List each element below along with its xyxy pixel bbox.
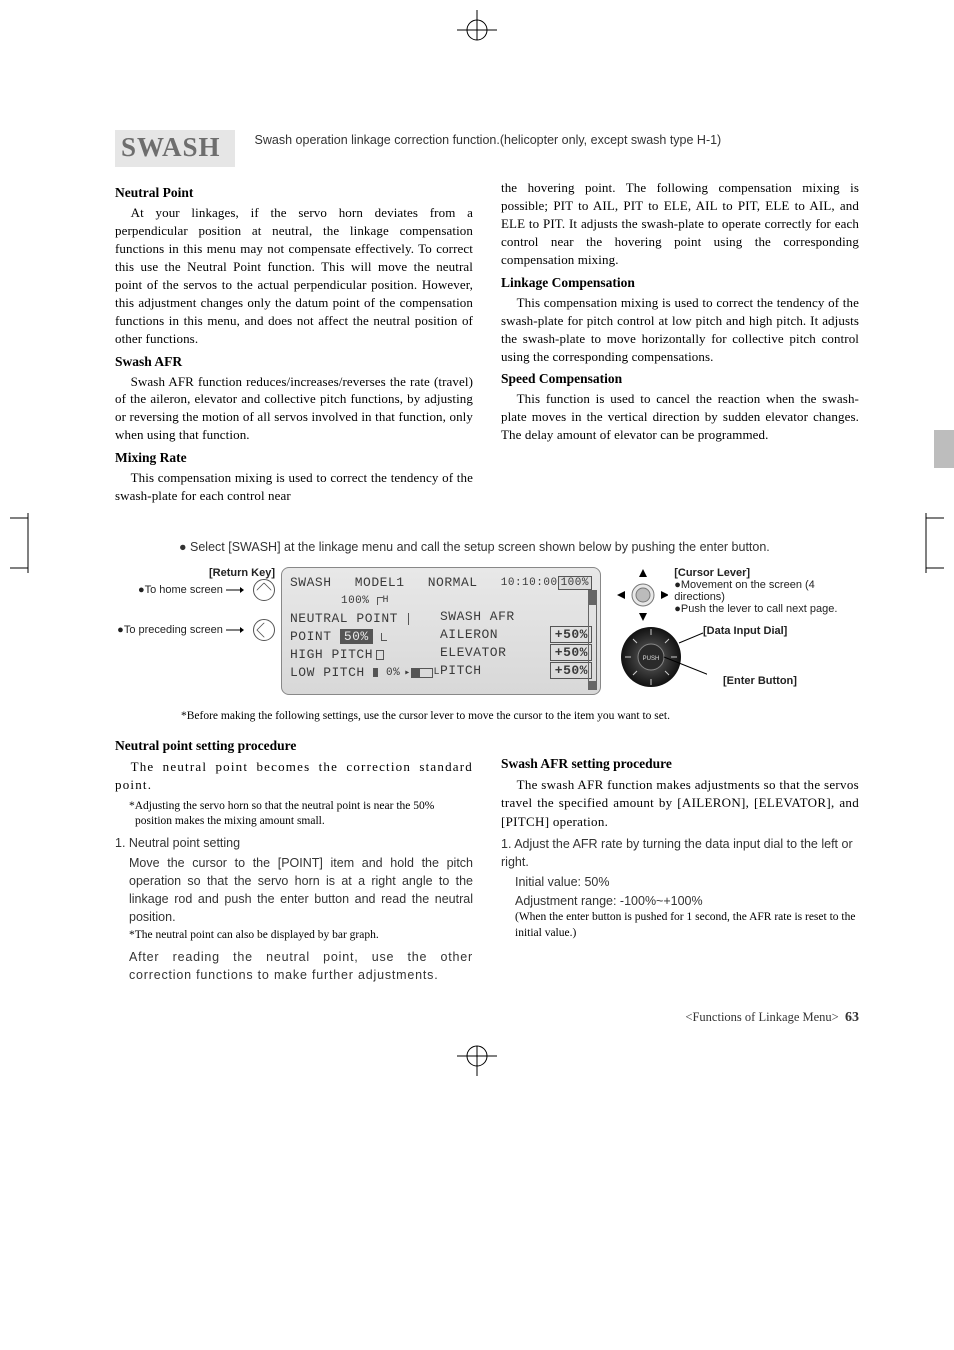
para-swash-afr: Swash AFR function reduces/increases/rev… [115,373,473,445]
label-to-home: ●To home screen [115,579,275,601]
page: SWASH Swash operation linkage correction… [0,0,954,1086]
label-cursor-sub1: ●Movement on the screen (4 directions) [674,579,815,603]
page-footer: <Functions of Linkage Menu> 63 [115,1010,859,1026]
heading-swash-afr: Swash AFR [115,354,473,370]
lcd-100pct: 100% [341,595,369,607]
para-neutral-point: At your linkages, if the servo horn devi… [115,204,473,348]
heading-neutral-proc: Neutral point setting procedure [115,738,473,754]
lcd-low-pitch: LOW PITCH [290,665,365,680]
proc-left-note1: *Adjusting the servo horn so that the ne… [129,799,473,830]
back-button-icon [253,619,275,641]
proc-left-p1: The neutral point becomes the correction… [115,758,473,794]
right-callouts: [Cursor Lever] ●Movement on the screen (… [607,567,859,693]
label-enter-button: [Enter Button] [723,675,797,687]
lcd-aileron: AILERON [440,627,498,642]
proc-right-p1: The swash AFR function makes adjustments… [501,776,859,831]
lcd-time: 10:10:00 [501,577,558,589]
title-description: Swash operation linkage correction funct… [255,130,859,149]
procedure-columns: Neutral point setting procedure The neut… [115,732,859,984]
svg-text:PUSH: PUSH [643,656,660,662]
left-callouts: [Return Key] ●To home screen ●To precedi… [115,567,275,653]
lcd-elevator: ELEVATOR [440,645,506,660]
lcd-high-pitch: HIGH PITCH [290,647,373,662]
lcd-elevator-value: +50% [550,644,592,661]
heading-neutral-point: Neutral Point [115,185,473,201]
label-data-dial: [Data Input Dial] [703,625,787,637]
lcd-mode: NORMAL [428,575,478,590]
proc-left-step1-body: Move the cursor to the [POINT] item and … [129,854,473,927]
instruction-block: ● Select [SWASH] at the linkage menu and… [175,539,859,557]
intro-columns: Neutral Point At your linkages, if the s… [115,179,859,509]
lcd-model: MODEL1 [355,575,405,590]
lcd-aileron-value: +50% [550,626,592,643]
lcd-pitch: PITCH [440,663,482,678]
lcd-point: POINT [290,629,332,644]
instruction-text: ● Select [SWASH] at the linkage menu and… [175,539,859,557]
title-box: SWASH [115,130,235,167]
page-title: SWASH [121,132,221,163]
cursor-lever-icon [615,567,668,623]
title-row: SWASH Swash operation linkage correction… [115,130,859,167]
proc-right-note: (When the enter button is pushed for 1 s… [515,910,859,941]
proc-left-after: After reading the neutral point, use the… [129,948,473,984]
heading-speed-comp: Speed Compensation [501,371,859,387]
para-mixing-rate-2: the hovering point. The following compen… [501,179,859,269]
label-cursor-lever: [Cursor Lever] [674,567,750,579]
footer-label: <Functions of Linkage Menu> [685,1010,838,1024]
lcd-battery: 100% [558,576,592,590]
proc-left-note2: *The neutral point can also be displayed… [129,928,473,944]
label-return-key: [Return Key] [209,567,275,579]
para-mixing-rate-1: This compensation mixing is used to corr… [115,469,473,505]
lcd-point-value: 50% [340,629,373,644]
lcd-low-pct: 0% [386,667,400,679]
heading-mixing-rate: Mixing Rate [115,450,473,466]
para-linkage-comp: This compensation mixing is used to corr… [501,294,859,366]
lcd-scrollbar [588,590,597,690]
screen-area: [Return Key] ●To home screen ●To precedi… [115,567,859,695]
page-number: 63 [845,1010,859,1025]
proc-left-step1: 1. Neutral point setting [115,834,473,852]
lcd-pitch-value: +50% [550,662,592,679]
lcd-axis-h: H [383,595,390,606]
proc-right-range: Adjustment range: -100%~+100% [515,892,859,911]
heading-linkage-comp: Linkage Compensation [501,275,859,291]
label-to-preceding: ●To preceding screen [115,619,275,641]
proc-right-init: Initial value: 50% [515,873,859,892]
lcd-neutral-point: NEUTRAL POINT [290,611,398,626]
lcd-screen: SWASH MODEL1 NORMAL 10:10:00100% 100% H … [281,567,601,695]
lcd-title: SWASH [290,575,332,590]
para-speed-comp: This function is used to cancel the reac… [501,390,859,444]
lcd-swash-afr: SWASH AFR [440,609,515,624]
data-dial-icon: PUSH [617,621,707,693]
proc-right-step1: 1. Adjust the AFR rate by turning the da… [501,835,859,871]
home-button-icon [253,579,275,601]
footnote-screen: *Before making the following settings, u… [175,709,859,725]
label-cursor-sub2: ●Push the lever to call next page. [674,603,837,615]
heading-afr-proc: Swash AFR setting procedure [501,756,859,772]
